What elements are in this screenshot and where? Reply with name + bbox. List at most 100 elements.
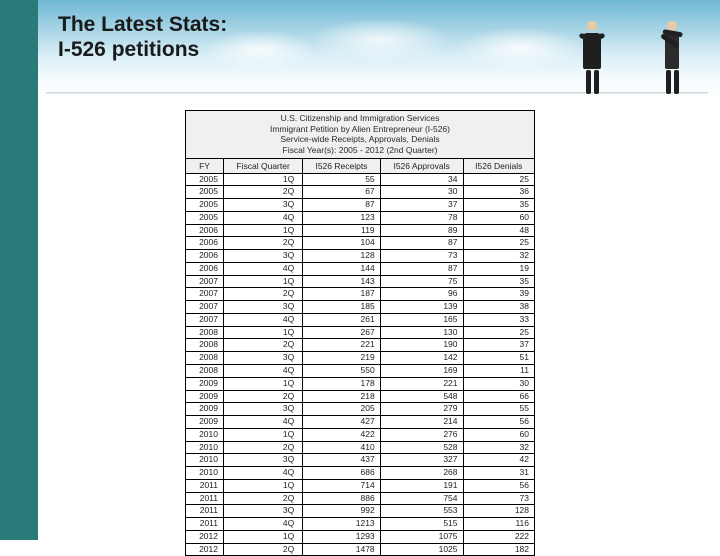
- table-cell: 2010: [186, 454, 224, 467]
- table-cell: 66: [463, 390, 534, 403]
- table-cell: 139: [380, 301, 463, 314]
- table-row: 20051Q553425: [186, 173, 535, 186]
- table-cell: 2006: [186, 262, 224, 275]
- table-cell: 219: [303, 352, 380, 365]
- left-accent-stripe: [0, 0, 38, 540]
- table-cell: 1478: [303, 543, 380, 556]
- table-cell: 2005: [186, 211, 224, 224]
- table-cell: 104: [303, 237, 380, 250]
- table-cell: 410: [303, 441, 380, 454]
- table-cell: 33: [463, 313, 534, 326]
- table-cell: 1025: [380, 543, 463, 556]
- table-cell: 2011: [186, 492, 224, 505]
- table-cell: 2005: [186, 173, 224, 186]
- col-fy: FY: [186, 158, 224, 173]
- table-row: 20061Q1198948: [186, 224, 535, 237]
- table-row: 20081Q26713025: [186, 326, 535, 339]
- table-cell: 34: [380, 173, 463, 186]
- table-cell: 30: [463, 377, 534, 390]
- table-row: 20101Q42227660: [186, 428, 535, 441]
- table-cell: 55: [463, 403, 534, 416]
- page-title: The Latest Stats: I-526 petitions: [58, 12, 227, 62]
- businessman-icon: [578, 21, 606, 94]
- table-cell: 548: [380, 390, 463, 403]
- table-cell: 268: [380, 467, 463, 480]
- table-cell: 87: [380, 237, 463, 250]
- table-cell: 4Q: [224, 313, 303, 326]
- table-cell: 25: [463, 237, 534, 250]
- table-row: 20112Q88675473: [186, 492, 535, 505]
- table-cell: 2009: [186, 403, 224, 416]
- table-cell: 3Q: [224, 454, 303, 467]
- table-cell: 19: [463, 262, 534, 275]
- table-cell: 4Q: [224, 211, 303, 224]
- table-cell: 75: [380, 275, 463, 288]
- table-row: 20052Q673036: [186, 186, 535, 199]
- table-cell: 2Q: [224, 492, 303, 505]
- table-row: 20054Q1237860: [186, 211, 535, 224]
- table-cell: 11: [463, 364, 534, 377]
- table-row: 20071Q1437535: [186, 275, 535, 288]
- table-header-row: FY Fiscal Quarter I526 Receipts I526 App…: [186, 158, 535, 173]
- table-row: 20063Q1287332: [186, 250, 535, 263]
- data-table-container: U.S. Citizenship and Immigration Service…: [185, 110, 535, 556]
- table-cell: 37: [380, 199, 463, 212]
- title-line-1: The Latest Stats:: [58, 12, 227, 37]
- table-row: 20053Q873735: [186, 199, 535, 212]
- table-cell: 87: [303, 199, 380, 212]
- table-cell: 1075: [380, 530, 463, 543]
- table-row: 20083Q21914251: [186, 352, 535, 365]
- table-cell: 1Q: [224, 173, 303, 186]
- table-cell: 427: [303, 416, 380, 429]
- table-cell: 276: [380, 428, 463, 441]
- table-cell: 218: [303, 390, 380, 403]
- table-cell: 528: [380, 441, 463, 454]
- table-body: 20051Q55342520052Q67303620053Q8737352005…: [186, 173, 535, 556]
- table-cell: 2Q: [224, 186, 303, 199]
- table-cell: 3Q: [224, 301, 303, 314]
- table-cell: 142: [380, 352, 463, 365]
- col-receipts: I526 Receipts: [303, 158, 380, 173]
- table-cell: 422: [303, 428, 380, 441]
- table-cell: 2Q: [224, 339, 303, 352]
- table-cell: 56: [463, 416, 534, 429]
- table-cell: 4Q: [224, 416, 303, 429]
- table-cell: 2008: [186, 364, 224, 377]
- table-row: 20073Q18513938: [186, 301, 535, 314]
- table-cell: 1Q: [224, 326, 303, 339]
- table-cell: 123: [303, 211, 380, 224]
- table-cell: 190: [380, 339, 463, 352]
- table-cell: 2008: [186, 326, 224, 339]
- table-cell: 2009: [186, 416, 224, 429]
- table-cell: 2006: [186, 224, 224, 237]
- table-cell: 128: [463, 505, 534, 518]
- table-cell: 2009: [186, 377, 224, 390]
- table-cell: 35: [463, 275, 534, 288]
- table-cell: 165: [380, 313, 463, 326]
- table-cell: 2005: [186, 186, 224, 199]
- table-cell: 178: [303, 377, 380, 390]
- table-cell: 36: [463, 186, 534, 199]
- table-cell: 221: [380, 377, 463, 390]
- col-denials: I526 Denials: [463, 158, 534, 173]
- table-cell: 60: [463, 211, 534, 224]
- table-cell: 2008: [186, 352, 224, 365]
- businesswoman-icon: [658, 21, 686, 94]
- table-cell: 2011: [186, 518, 224, 531]
- table-cell: 221: [303, 339, 380, 352]
- table-cell: 1Q: [224, 530, 303, 543]
- table-cell: 2008: [186, 339, 224, 352]
- table-cell: 3Q: [224, 250, 303, 263]
- table-cell: 550: [303, 364, 380, 377]
- table-row: 20094Q42721456: [186, 416, 535, 429]
- table-row: 20111Q71419156: [186, 479, 535, 492]
- table-cell: 2005: [186, 199, 224, 212]
- table-cell: 2012: [186, 530, 224, 543]
- table-cell: 886: [303, 492, 380, 505]
- people-graphic: [572, 10, 692, 100]
- table-cell: 2011: [186, 505, 224, 518]
- col-fiscal-quarter: Fiscal Quarter: [224, 158, 303, 173]
- table-cell: 89: [380, 224, 463, 237]
- table-row: 20104Q68626831: [186, 467, 535, 480]
- table-cell: 87: [380, 262, 463, 275]
